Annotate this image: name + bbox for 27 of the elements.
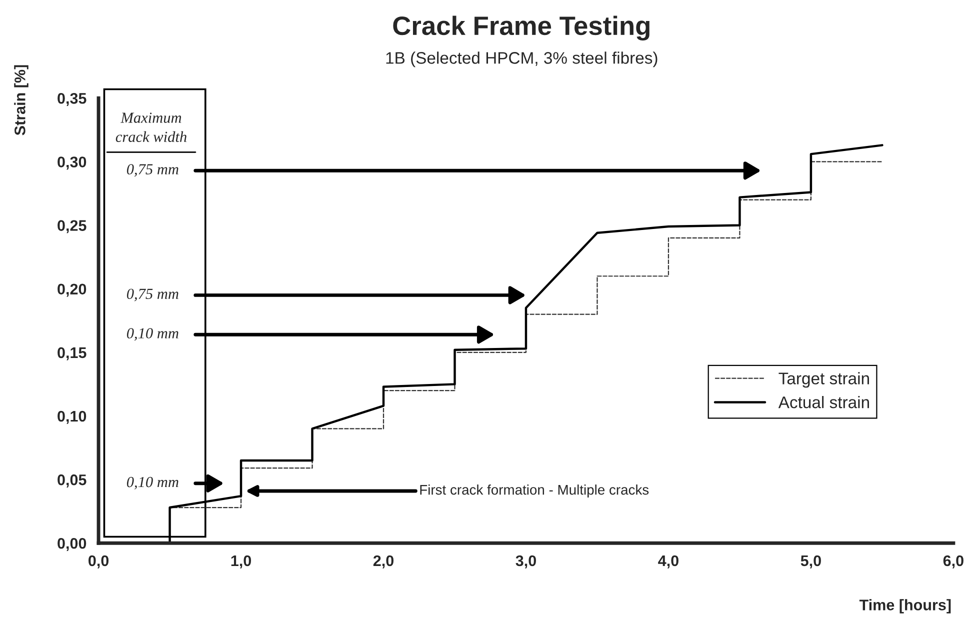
annotation: 0,10 mm (126, 328, 178, 341)
annotation: 0,10 mm (126, 476, 178, 490)
y-tick-label: 0,10 (58, 410, 86, 424)
y-axis-title: Strain [%] (14, 65, 28, 136)
annotation: Maximum crack width (116, 112, 186, 142)
chart-title: Crack Frame Testing (393, 16, 650, 40)
x-tick-label: 2,0 (373, 555, 394, 568)
annotation: First crack formation - Multiple cracks (420, 484, 649, 498)
y-tick-label: 0,20 (58, 284, 86, 297)
x-axis-title: Time [hours] (859, 599, 951, 614)
x-tick-label: 1,0 (231, 555, 252, 568)
y-tick-label: 0,25 (58, 220, 86, 234)
annotation: 0,75 mm (126, 288, 178, 302)
y-tick-label: 0,05 (58, 474, 86, 488)
x-tick-label: 4,0 (658, 555, 678, 568)
x-tick-label: 5,0 (800, 555, 821, 568)
annotation: 0,75 mm (126, 164, 178, 177)
x-tick-label: 6,0 (943, 555, 964, 568)
y-tick-label: 0,30 (58, 156, 86, 170)
legend-label: Actual strain (778, 396, 869, 408)
x-tick-label: 3,0 (516, 555, 536, 568)
x-tick-label: 0,0 (88, 555, 109, 568)
legend-label: Target strain (778, 372, 869, 388)
y-tick-label: 0,35 (58, 92, 86, 106)
y-tick-label: 0,00 (58, 538, 86, 552)
y-tick-label: 0,15 (58, 347, 86, 360)
chart-subtitle: 1B (Selected HPCM, 3% steel fibres) (386, 52, 658, 68)
